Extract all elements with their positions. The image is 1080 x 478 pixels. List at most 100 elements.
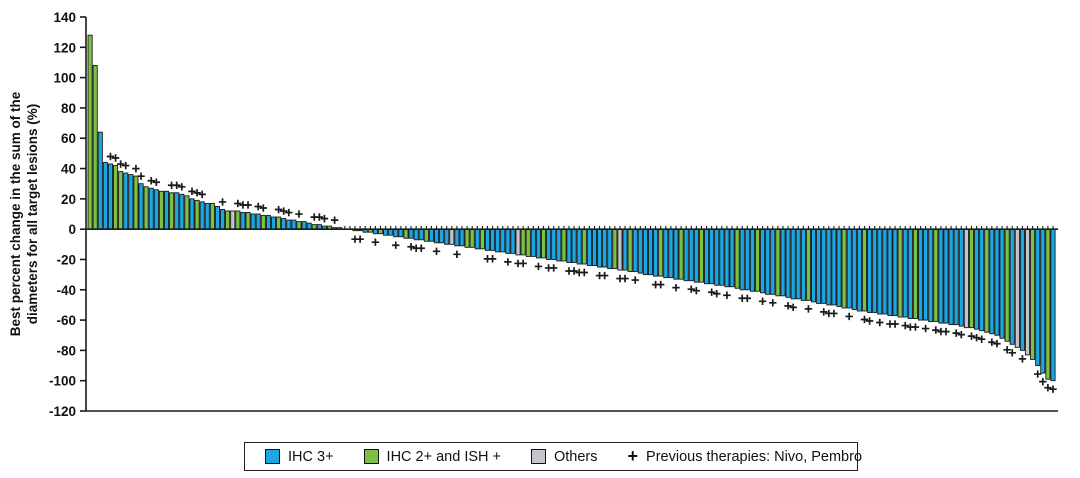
bar xyxy=(877,228,883,315)
bar xyxy=(887,228,893,316)
bar xyxy=(892,228,898,316)
plus-marker-icon xyxy=(198,190,206,199)
bar xyxy=(535,228,541,259)
plus-marker-icon xyxy=(519,259,527,268)
bar xyxy=(479,228,485,250)
bar xyxy=(87,34,93,230)
y-axis-title-line2: diameters for all target lesions (%) xyxy=(25,103,40,325)
plus-marker-icon xyxy=(1018,355,1027,363)
bar xyxy=(637,228,643,274)
y-tick-label: 120 xyxy=(53,40,76,55)
bar xyxy=(474,228,480,250)
plus-marker-icon xyxy=(193,189,201,197)
bar xyxy=(933,228,939,323)
bar xyxy=(204,202,210,230)
bar xyxy=(612,228,618,270)
plus-marker-icon xyxy=(911,323,920,331)
plus-marker-icon xyxy=(285,208,293,217)
bar xyxy=(174,192,180,230)
bar xyxy=(673,228,679,280)
bar xyxy=(551,228,557,260)
plus-marker-icon xyxy=(1044,383,1052,392)
bar xyxy=(846,228,852,309)
plus-marker-icon xyxy=(758,297,767,305)
bar xyxy=(423,228,429,242)
ihc2ish-swatch-icon xyxy=(363,449,379,464)
y-tick-label: -60 xyxy=(56,313,76,328)
bar xyxy=(938,228,944,324)
bar xyxy=(653,228,659,277)
bar xyxy=(678,228,684,280)
bar xyxy=(576,228,582,265)
plus-marker-icon xyxy=(600,271,609,280)
bar xyxy=(780,228,786,297)
bar xyxy=(1050,228,1056,382)
plus-marker-icon xyxy=(453,250,461,259)
bar xyxy=(102,162,108,230)
bar xyxy=(581,228,587,265)
bar xyxy=(627,228,633,273)
bar xyxy=(133,175,139,230)
plus-marker-icon xyxy=(244,201,252,209)
bar xyxy=(158,190,164,230)
plus-marker-icon xyxy=(234,199,242,208)
bar xyxy=(214,205,220,230)
y-axis-title: Best percent change in the sum of the di… xyxy=(7,14,41,414)
bar xyxy=(107,163,114,230)
bar xyxy=(428,228,434,242)
plus-marker-icon xyxy=(713,290,721,298)
bar xyxy=(586,228,592,266)
ihc3-swatch-icon xyxy=(265,449,280,464)
bar xyxy=(958,228,964,327)
plus-marker-icon xyxy=(743,294,752,302)
bar xyxy=(1019,228,1025,351)
bar xyxy=(861,228,868,312)
plus-marker-icon xyxy=(789,303,797,312)
bar xyxy=(994,228,1000,336)
bar xyxy=(948,228,954,326)
bar xyxy=(505,228,511,254)
bar xyxy=(230,210,236,230)
bar xyxy=(984,228,990,333)
bar xyxy=(540,228,547,259)
bar xyxy=(917,228,924,321)
bar xyxy=(296,221,302,230)
plus-marker-icon xyxy=(504,258,512,266)
plus-marker-icon xyxy=(279,207,288,215)
plus-marker-icon xyxy=(820,308,828,316)
plus-marker-icon xyxy=(534,262,543,271)
legend: IHC 3+ IHC 2+ and ISH + Others + Previou… xyxy=(244,442,862,471)
bar xyxy=(464,228,470,248)
bar xyxy=(484,228,491,251)
bar xyxy=(770,228,776,295)
plus-marker-icon xyxy=(631,276,639,284)
y-tick-label: -20 xyxy=(56,252,76,267)
bar xyxy=(826,228,832,306)
bar xyxy=(882,228,888,315)
plus-marker-icon xyxy=(1034,370,1042,378)
bar xyxy=(398,228,404,238)
bar xyxy=(974,228,980,330)
bar xyxy=(123,172,129,230)
bar xyxy=(97,131,103,230)
plus-marker-icon xyxy=(1039,377,1047,386)
bar xyxy=(301,221,307,230)
y-tick-label: 100 xyxy=(53,71,76,86)
bar xyxy=(698,228,704,283)
bar xyxy=(897,228,903,318)
plus-marker-icon xyxy=(687,285,695,293)
bar xyxy=(449,228,455,245)
bar xyxy=(602,228,608,268)
plus-marker-icon: + xyxy=(627,446,639,466)
bar xyxy=(714,228,720,286)
bar xyxy=(189,198,195,230)
bar xyxy=(1035,228,1041,366)
plus-marker-icon xyxy=(621,274,629,283)
bar xyxy=(270,216,277,230)
bar xyxy=(495,228,501,253)
y-tick-label: 60 xyxy=(61,131,76,146)
bar xyxy=(138,183,144,230)
bar xyxy=(688,228,694,282)
legend-item-previous-therapies: + Previous therapies: Nivo, Pembro xyxy=(627,446,863,466)
